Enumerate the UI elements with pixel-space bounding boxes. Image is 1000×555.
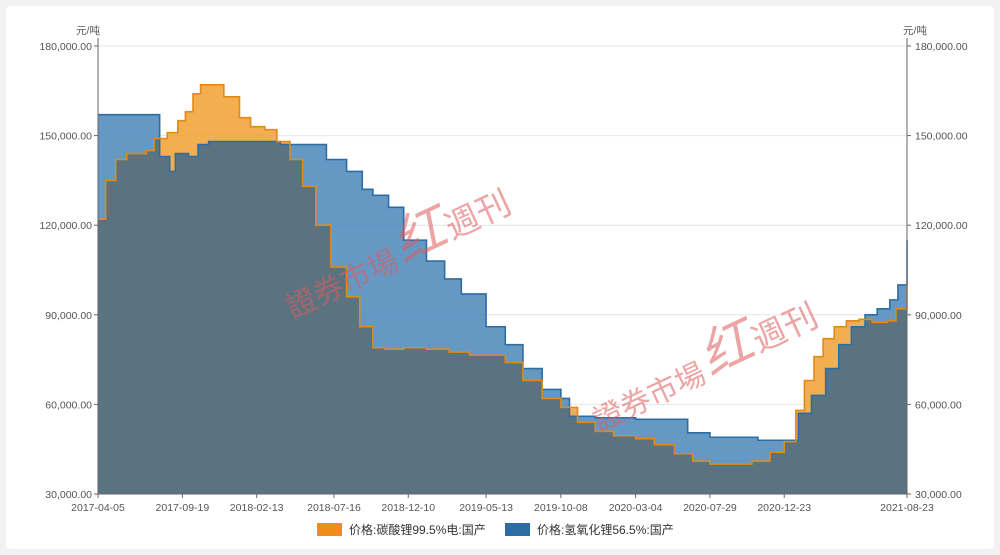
x-tick-label: 2017-04-05: [71, 502, 125, 514]
x-tick-label: 2018-12-10: [381, 502, 435, 514]
series-carbonate-line: [98, 84, 908, 465]
y-unit-right: 元/吨: [903, 24, 927, 37]
chart-card: 元/吨 元/吨 30,000.00 30,000.00 60,000.00 60,000.…: [6, 6, 994, 549]
series-hydroxide-line: [98, 113, 908, 442]
watermark-suffix: 週刊: [746, 296, 825, 361]
y-tick-label-right: 30,000.00: [915, 489, 962, 501]
series-overlap-area: [98, 114, 907, 495]
x-tick-label: 2018-07-16: [307, 502, 361, 514]
y-tick-label-left: 60,000.00: [45, 399, 92, 411]
y-tick-label-right: 60,000.00: [915, 399, 962, 411]
y-tick-label-left: 90,000.00: [45, 310, 92, 322]
y-tick-label-left: 30,000.00: [45, 489, 92, 501]
legend-swatch-hydroxide: [505, 523, 530, 536]
watermark-suffix: 週刊: [439, 183, 518, 248]
y-tick-label-right: 150,000.00: [915, 131, 968, 143]
legend-swatch-carbonate: [317, 523, 342, 536]
y-tick-label-left: 120,000.00: [39, 220, 92, 232]
x-tick-label: 2020-12-23: [757, 502, 811, 514]
x-tick-label: 2019-05-13: [459, 502, 513, 514]
x-tick-label: 2019-10-08: [534, 502, 588, 514]
y-tick-label-right: 120,000.00: [915, 220, 968, 232]
price-chart: 元/吨 元/吨 30,000.00 30,000.00 60,000.00 60,000.…: [39, 24, 968, 537]
x-tick-label: 2020-03-04: [609, 502, 663, 514]
y-unit-left: 元/吨: [76, 24, 100, 37]
legend-label-hydroxide: 价格:氢氧化锂56.5%:国产: [537, 522, 674, 537]
x-tick-label: 2021-08-23: [880, 502, 934, 514]
y-tick-label-left: 150,000.00: [39, 131, 92, 143]
y-tick-label-right: 90,000.00: [915, 310, 962, 322]
y-tick-label-right: 180,000.00: [915, 41, 968, 53]
x-tick-label: 2017-09-19: [156, 502, 210, 514]
x-tick-label: 2018-02-13: [230, 502, 284, 514]
y-tick-label-left: 180,000.00: [39, 41, 92, 53]
legend-label-carbonate: 价格:碳酸锂99.5%电:国产: [349, 522, 486, 537]
x-tick-label: 2020-07-29: [683, 502, 737, 514]
